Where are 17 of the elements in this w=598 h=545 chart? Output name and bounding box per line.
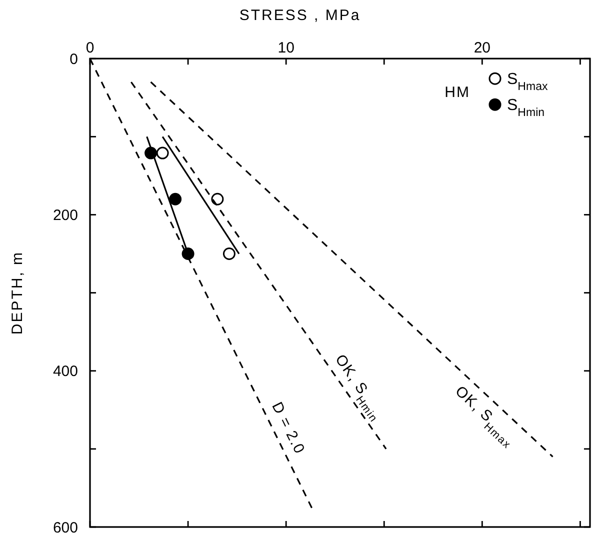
x-axis-title: STRESS , MPa bbox=[239, 7, 361, 24]
y-axis-title: DEPTH, m bbox=[9, 250, 26, 335]
x-tick-label: 10 bbox=[278, 40, 294, 57]
point bbox=[169, 192, 182, 206]
annotation: D = 2.0 bbox=[268, 399, 308, 458]
point bbox=[156, 146, 169, 160]
x-tick-label: 20 bbox=[474, 40, 490, 57]
legend-label: S$_{Hmin}$ bbox=[507, 97, 545, 120]
x-tick-label: 0 bbox=[86, 40, 94, 57]
annotation: HM bbox=[444, 84, 470, 101]
point bbox=[222, 248, 236, 260]
point bbox=[211, 192, 224, 206]
y-tick-label: 200 bbox=[52, 206, 78, 224]
y-tick-label: 400 bbox=[52, 363, 78, 380]
legend-label: S$_{Hmax}$ bbox=[507, 71, 548, 94]
y-tick-label: 0 bbox=[70, 50, 78, 68]
y-tick-label: 600 bbox=[52, 519, 78, 536]
